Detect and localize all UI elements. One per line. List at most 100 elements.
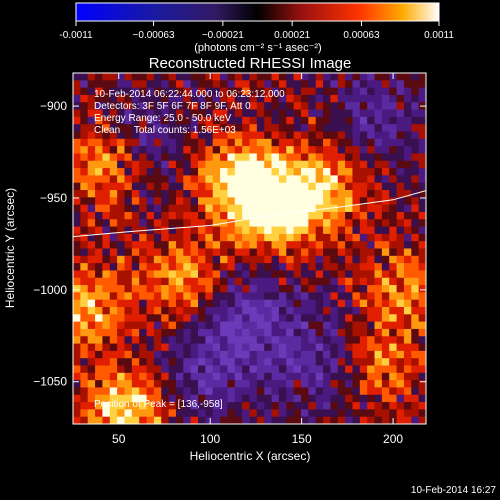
heatmap-cell	[271, 314, 280, 323]
heatmap-cell	[403, 168, 412, 176]
heatmap-cell	[175, 394, 184, 403]
heatmap-cell	[256, 416, 265, 424]
heatmap-cell	[389, 153, 398, 162]
heatmap-cell	[256, 153, 265, 162]
heatmap-cell	[367, 255, 376, 264]
heatmap-cell	[286, 336, 295, 345]
heatmap-cell	[374, 394, 383, 403]
heatmap-cell	[212, 204, 221, 213]
heatmap-cell	[242, 292, 251, 301]
heatmap-cell	[205, 299, 214, 308]
heatmap-cell	[212, 277, 221, 286]
heatmap-cell	[367, 416, 376, 424]
heatmap-cell	[220, 197, 229, 206]
heatmap-cell	[323, 116, 331, 125]
heatmap-cell	[286, 299, 295, 308]
heatmap-cell	[352, 387, 361, 396]
heatmap-cell	[242, 299, 251, 308]
heatmap-cell	[102, 387, 111, 396]
heatmap-cell	[175, 307, 184, 315]
heatmap-cell	[242, 263, 251, 272]
footer-timestamp: 10-Feb-2014 16:27	[411, 485, 497, 496]
heatmap-cell	[396, 409, 405, 418]
heatmap-cell	[308, 94, 317, 103]
heatmap-cell	[367, 394, 376, 403]
heatmap-cell	[146, 197, 155, 206]
heatmap-cell	[278, 138, 287, 147]
heatmap-cell	[102, 416, 111, 424]
heatmap-cell	[256, 380, 265, 389]
heatmap-cell	[109, 116, 118, 125]
heatmap-cell	[411, 131, 420, 140]
heatmap-cell	[117, 241, 126, 250]
info-line-time: 10-Feb-2014 06:22:44.000 to 06:23:12.000	[94, 89, 285, 100]
heatmap-cell	[323, 336, 331, 345]
heatmap-cell	[381, 307, 390, 315]
heatmap-cell	[146, 160, 155, 169]
heatmap-cell	[374, 299, 383, 308]
heatmap-cell	[352, 211, 361, 220]
heatmap-cell	[271, 328, 280, 337]
heatmap-cell	[359, 248, 368, 257]
heatmap-cell	[337, 94, 346, 103]
heatmap-cell	[198, 73, 206, 81]
heatmap-cell	[367, 285, 376, 293]
heatmap-cell	[278, 372, 287, 381]
heatmap-cell	[220, 182, 229, 191]
heatmap-cell	[352, 94, 361, 103]
heatmap-cell	[374, 277, 383, 286]
heatmap-cell	[146, 285, 155, 293]
heatmap-cell	[234, 80, 243, 89]
heatmap-cell	[403, 277, 412, 286]
heatmap-cell	[315, 102, 324, 111]
heatmap-cell	[153, 182, 162, 191]
heatmap-cell	[300, 87, 309, 96]
heatmap-cell	[418, 394, 426, 403]
heatmap-cell	[190, 380, 199, 389]
heatmap-cell	[389, 175, 398, 184]
heatmap-cell	[367, 197, 376, 206]
heatmap-cell	[227, 263, 236, 272]
heatmap-cell	[345, 226, 354, 235]
heatmap-cell	[146, 87, 155, 96]
heatmap-cell	[183, 116, 192, 125]
heatmap-cell	[418, 270, 426, 279]
heatmap-cell	[220, 153, 229, 162]
heatmap-cell	[212, 307, 221, 315]
heatmap-cell	[117, 168, 126, 176]
heatmap-cell	[131, 292, 140, 301]
heatmap-cell	[131, 190, 140, 198]
heatmap-cell	[330, 182, 339, 191]
heatmap-cell	[271, 299, 280, 308]
heatmap-cell	[139, 343, 148, 352]
heatmap-cell	[109, 94, 118, 103]
heatmap-cell	[102, 314, 111, 323]
heatmap-cell	[117, 263, 126, 272]
heatmap-cell	[161, 343, 170, 352]
heatmap-cell	[175, 350, 184, 359]
heatmap-cell	[264, 387, 273, 396]
heatmap-cell	[139, 292, 148, 301]
heatmap-cell	[205, 314, 214, 323]
heatmap-cell	[271, 416, 280, 424]
heatmap-cell	[264, 241, 273, 250]
heatmap-cell	[330, 87, 339, 96]
heatmap-cell	[308, 255, 317, 264]
heatmap-cell	[345, 307, 354, 315]
heatmap-cell	[381, 387, 390, 396]
heatmap-cell	[153, 372, 162, 381]
heatmap-cell	[345, 255, 354, 264]
heatmap-cell	[227, 358, 236, 367]
heatmap-cell	[73, 175, 81, 184]
heatmap-cell	[308, 387, 317, 396]
heatmap-cell	[352, 255, 361, 264]
heatmap-cell	[205, 182, 214, 191]
heatmap-cell	[117, 416, 126, 424]
heatmap-cell	[102, 277, 111, 286]
heatmap-cell	[352, 233, 361, 242]
heatmap-cell	[175, 285, 184, 293]
heatmap-cell	[87, 160, 96, 169]
heatmap-cell	[293, 372, 302, 381]
heatmap-cell	[175, 182, 184, 191]
heatmap-cell	[220, 211, 229, 220]
